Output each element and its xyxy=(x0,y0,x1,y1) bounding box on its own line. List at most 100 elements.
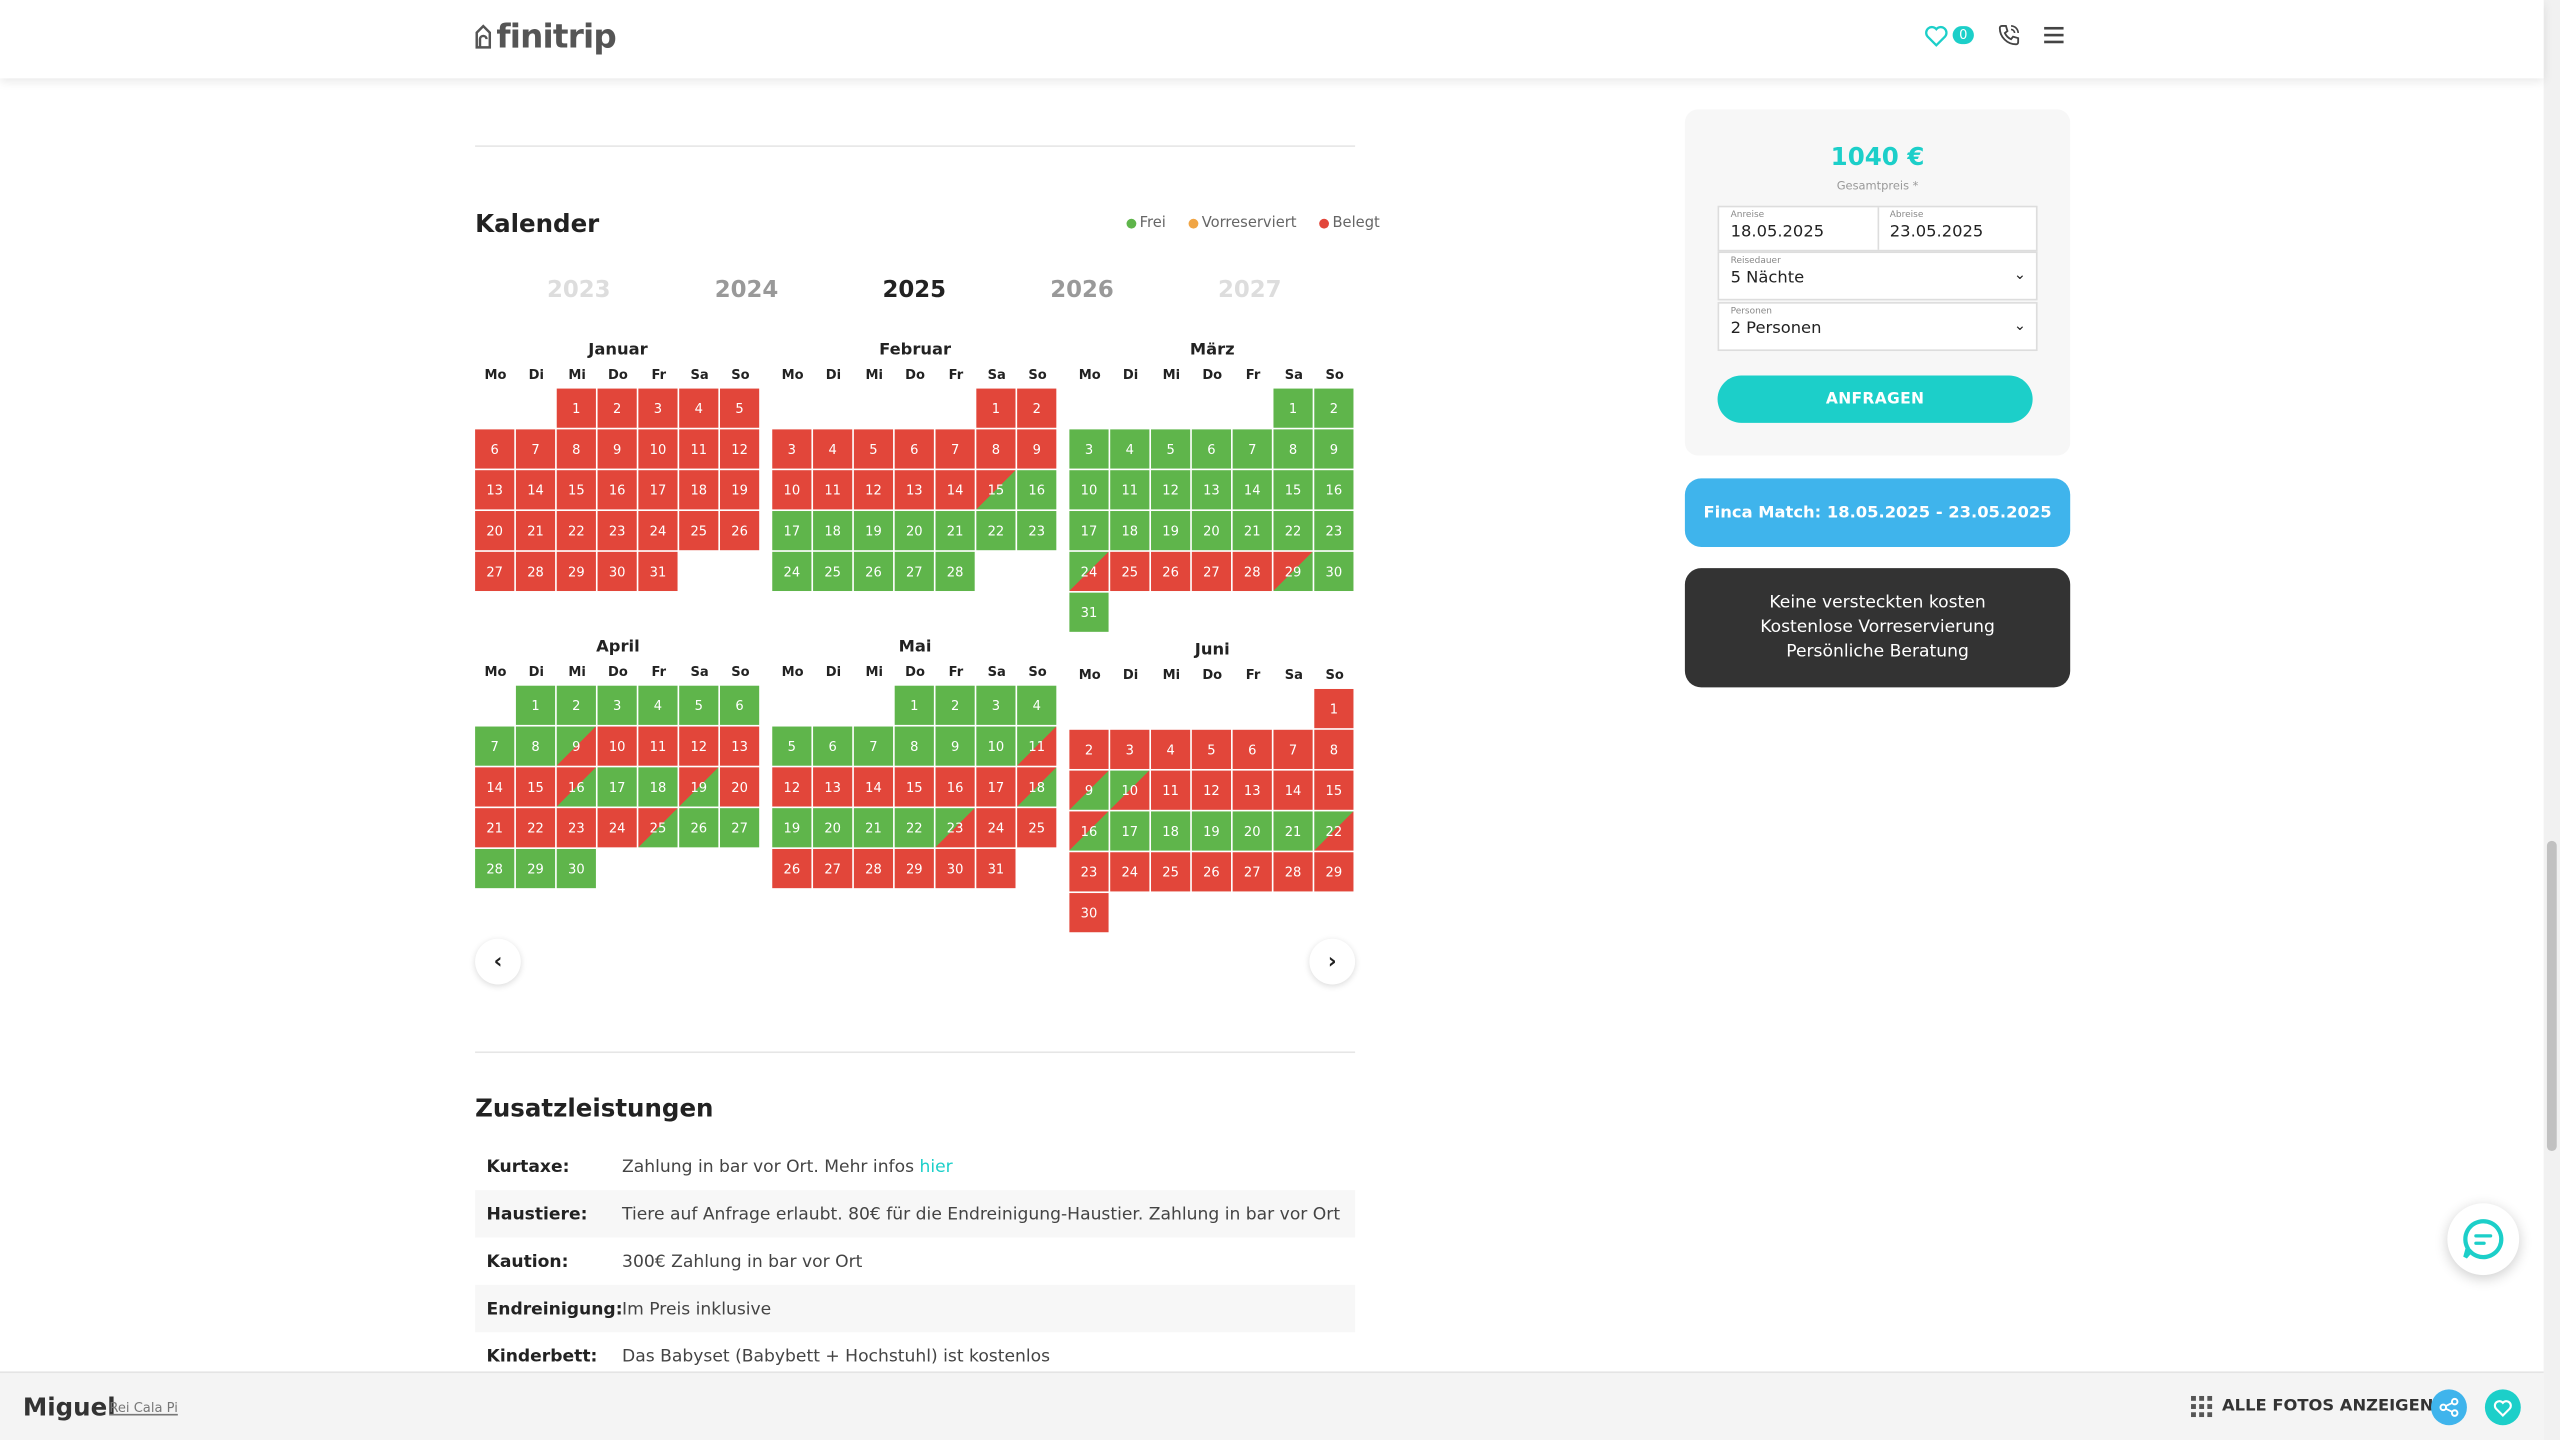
year-tab-2024[interactable]: 2024 xyxy=(714,277,779,304)
day-cell[interactable]: 6 xyxy=(1232,729,1272,769)
day-cell[interactable]: 11 xyxy=(638,726,678,766)
day-cell[interactable]: 29 xyxy=(515,848,556,889)
day-cell[interactable]: 30 xyxy=(1314,551,1354,592)
day-cell[interactable]: 6 xyxy=(1191,429,1232,469)
finca-match-button[interactable]: Finca Match: 18.05.2025 - 23.05.2025 xyxy=(1684,478,2071,547)
year-tab-2023[interactable]: 2023 xyxy=(546,277,611,304)
day-cell[interactable]: 27 xyxy=(1191,551,1232,592)
day-cell[interactable]: 23 xyxy=(935,808,975,848)
day-cell[interactable]: 1 xyxy=(1273,388,1313,428)
day-cell[interactable]: 8 xyxy=(515,726,556,766)
day-cell[interactable]: 5 xyxy=(772,726,812,766)
day-cell[interactable]: 7 xyxy=(515,429,556,469)
day-cell[interactable]: 3 xyxy=(638,388,678,428)
anfragen-button[interactable]: ANFRAGEN xyxy=(1717,375,2033,423)
day-cell[interactable]: 10 xyxy=(1110,770,1150,810)
day-cell[interactable]: 10 xyxy=(772,470,812,510)
day-cell[interactable]: 22 xyxy=(894,808,934,848)
day-cell[interactable]: 8 xyxy=(976,429,1016,469)
day-cell[interactable]: 30 xyxy=(556,848,596,889)
day-cell[interactable]: 24 xyxy=(772,551,812,592)
day-cell[interactable]: 22 xyxy=(1273,511,1313,551)
day-cell[interactable]: 6 xyxy=(719,685,760,725)
day-cell[interactable]: 26 xyxy=(853,551,894,592)
day-cell[interactable]: 10 xyxy=(597,726,637,766)
day-cell[interactable]: 4 xyxy=(1151,729,1191,769)
day-cell[interactable]: 12 xyxy=(1191,770,1232,810)
day-cell[interactable]: 11 xyxy=(1017,726,1057,766)
day-cell[interactable]: 18 xyxy=(1017,767,1057,807)
day-cell[interactable]: 19 xyxy=(719,470,760,510)
day-cell[interactable]: 17 xyxy=(638,470,678,510)
day-cell[interactable]: 9 xyxy=(1017,429,1057,469)
day-cell[interactable]: 17 xyxy=(976,767,1016,807)
prev-months-button[interactable]: ‹ xyxy=(475,938,521,985)
arrival-date-field[interactable]: Anreise 18.05.2025 xyxy=(1719,207,1877,249)
day-cell[interactable]: 23 xyxy=(1069,852,1109,892)
day-cell[interactable]: 9 xyxy=(935,726,975,766)
day-cell[interactable]: 23 xyxy=(1017,511,1057,551)
day-cell[interactable]: 29 xyxy=(894,848,934,889)
day-cell[interactable]: 23 xyxy=(556,808,596,848)
day-cell[interactable]: 27 xyxy=(813,848,853,889)
day-cell[interactable]: 27 xyxy=(475,551,515,592)
day-cell[interactable]: 9 xyxy=(1069,770,1109,810)
day-cell[interactable]: 16 xyxy=(597,470,637,510)
day-cell[interactable]: 4 xyxy=(1017,685,1057,725)
day-cell[interactable]: 3 xyxy=(1110,729,1150,769)
all-photos-button[interactable]: ALLE FOTOS ANZEIGEN xyxy=(2191,1395,2433,1418)
day-cell[interactable]: 16 xyxy=(1069,811,1109,851)
day-cell[interactable]: 21 xyxy=(1273,811,1313,851)
day-cell[interactable]: 20 xyxy=(719,767,760,807)
day-cell[interactable]: 11 xyxy=(679,429,719,469)
day-cell[interactable]: 8 xyxy=(1314,729,1354,769)
day-cell[interactable]: 29 xyxy=(1314,852,1354,892)
day-cell[interactable]: 15 xyxy=(1273,470,1313,510)
day-cell[interactable]: 4 xyxy=(679,388,719,428)
day-cell[interactable]: 19 xyxy=(1151,511,1191,551)
day-cell[interactable]: 19 xyxy=(679,767,719,807)
finca-location-link[interactable]: Rei Cala Pi xyxy=(109,1400,178,1416)
day-cell[interactable]: 11 xyxy=(813,470,853,510)
day-cell[interactable]: 9 xyxy=(597,429,637,469)
day-cell[interactable]: 22 xyxy=(556,511,596,551)
day-cell[interactable]: 30 xyxy=(597,551,637,592)
day-cell[interactable]: 27 xyxy=(1232,852,1272,892)
day-cell[interactable]: 31 xyxy=(976,848,1016,889)
day-cell[interactable]: 2 xyxy=(1017,388,1057,428)
day-cell[interactable]: 4 xyxy=(1110,429,1150,469)
day-cell[interactable]: 29 xyxy=(1273,551,1313,592)
day-cell[interactable]: 2 xyxy=(935,685,975,725)
day-cell[interactable]: 4 xyxy=(638,685,678,725)
day-cell[interactable]: 6 xyxy=(475,429,515,469)
day-cell[interactable]: 25 xyxy=(813,551,853,592)
day-cell[interactable]: 27 xyxy=(719,808,760,848)
day-cell[interactable]: 21 xyxy=(935,511,975,551)
day-cell[interactable]: 27 xyxy=(894,551,934,592)
day-cell[interactable]: 13 xyxy=(719,726,760,766)
day-cell[interactable]: 28 xyxy=(1232,551,1272,592)
day-cell[interactable]: 5 xyxy=(1151,429,1191,469)
day-cell[interactable]: 13 xyxy=(894,470,934,510)
departure-date-field[interactable]: Abreise 23.05.2025 xyxy=(1876,207,2036,250)
day-cell[interactable]: 21 xyxy=(1232,511,1272,551)
day-cell[interactable]: 12 xyxy=(1151,470,1191,510)
day-cell[interactable]: 26 xyxy=(719,511,760,551)
day-cell[interactable]: 24 xyxy=(1110,852,1150,892)
day-cell[interactable]: 14 xyxy=(853,767,894,807)
day-cell[interactable]: 20 xyxy=(475,511,515,551)
next-months-button[interactable]: › xyxy=(1309,938,1356,985)
day-cell[interactable]: 14 xyxy=(1273,770,1313,810)
day-cell[interactable]: 18 xyxy=(813,511,853,551)
day-cell[interactable]: 2 xyxy=(1314,388,1354,428)
day-cell[interactable]: 24 xyxy=(597,808,637,848)
day-cell[interactable]: 26 xyxy=(1151,551,1191,592)
day-cell[interactable]: 19 xyxy=(853,511,894,551)
day-cell[interactable]: 20 xyxy=(1232,811,1272,851)
day-cell[interactable]: 23 xyxy=(597,511,637,551)
day-cell[interactable]: 20 xyxy=(813,808,853,848)
day-cell[interactable]: 16 xyxy=(556,767,596,807)
day-cell[interactable]: 7 xyxy=(475,726,515,766)
day-cell[interactable]: 14 xyxy=(475,767,515,807)
day-cell[interactable]: 18 xyxy=(1151,811,1191,851)
